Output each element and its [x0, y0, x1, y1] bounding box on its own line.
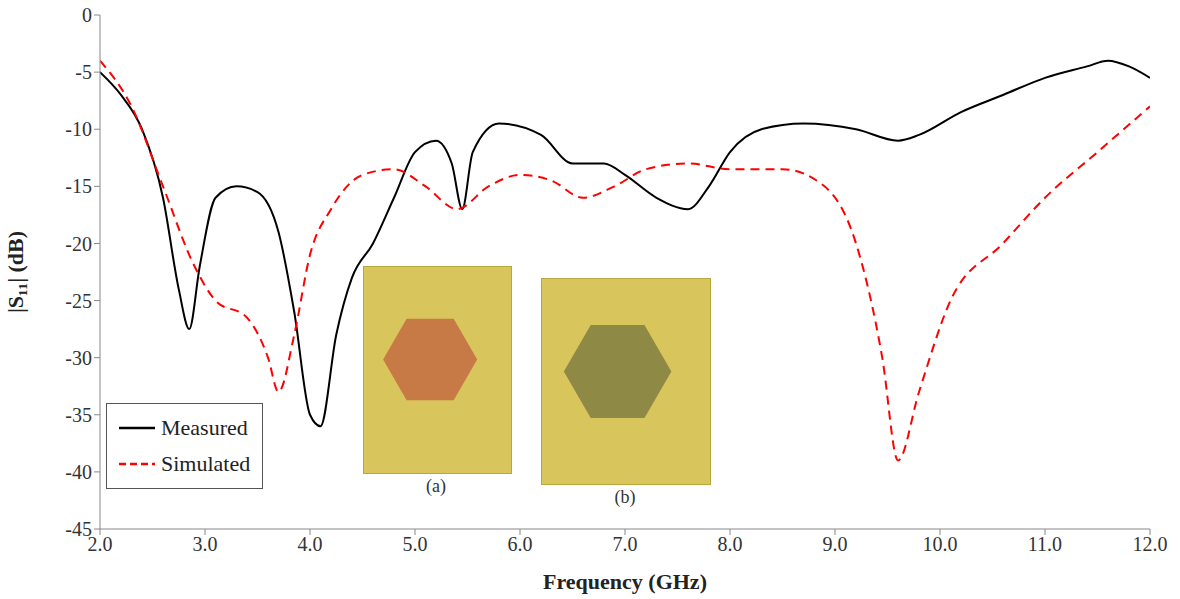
svg-text:-25: -25 [65, 290, 92, 312]
svg-text:8.0: 8.0 [718, 533, 743, 555]
svg-text:4.0: 4.0 [298, 533, 323, 555]
html-text:Simulated: Simulated [161, 451, 251, 477]
svg-text:3.0: 3.0 [193, 533, 218, 555]
svg-text:-20: -20 [65, 233, 92, 255]
svg-text:-30: -30 [65, 347, 92, 369]
svg-text:-45: -45 [65, 518, 92, 540]
svg-text:-35: -35 [65, 404, 92, 426]
svg-text:|S₁₁| (dB): |S₁₁| (dB) [3, 231, 28, 313]
svg-text:0: 0 [82, 4, 92, 26]
svg-text:6.0: 6.0 [508, 533, 533, 555]
svg-text:-10: -10 [65, 118, 92, 140]
svg-text:11.0: 11.0 [1028, 533, 1062, 555]
svg-text:12.0: 12.0 [1133, 533, 1168, 555]
svg-text:10.0: 10.0 [923, 533, 958, 555]
svg-text:-40: -40 [65, 461, 92, 483]
svg-text:2.0: 2.0 [87, 533, 113, 556]
svg-text:9.0: 9.0 [823, 533, 848, 555]
svg-text:-5: -5 [75, 61, 92, 83]
svg-text:5.0: 5.0 [403, 533, 428, 555]
svg-text:Frequency (GHz): Frequency (GHz) [543, 569, 707, 594]
svg-text:7.0: 7.0 [613, 533, 638, 555]
svg-text:-15: -15 [65, 175, 92, 197]
html-text:(b): (b) [614, 487, 636, 508]
html-text:Measured: Measured [161, 415, 248, 441]
html-text:(a): (a) [426, 475, 446, 496]
